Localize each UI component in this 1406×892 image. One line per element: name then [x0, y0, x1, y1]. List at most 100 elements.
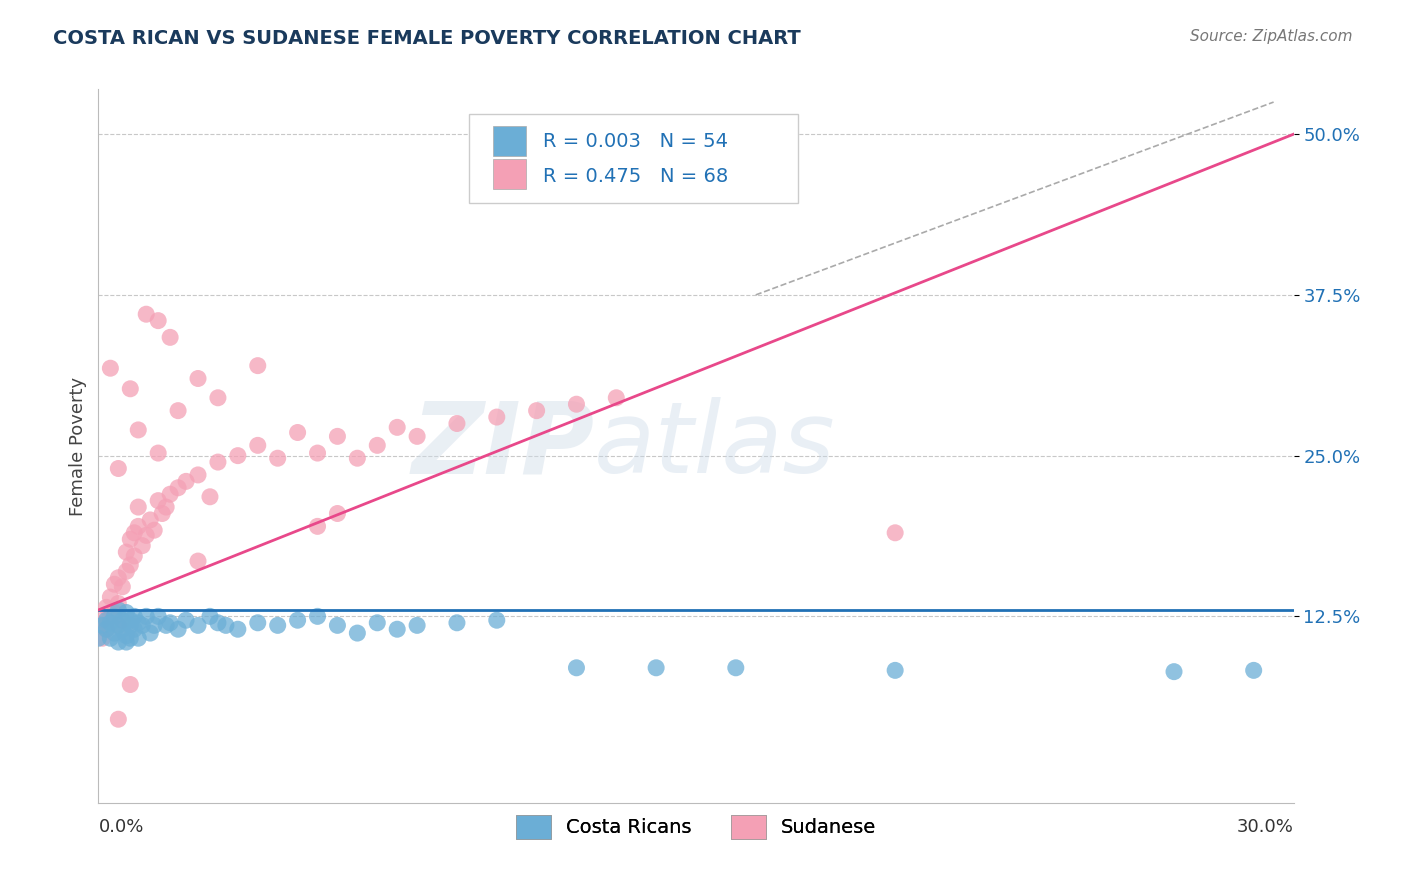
Point — [159, 330, 181, 344]
Point — [884, 525, 907, 540]
Point — [139, 626, 162, 640]
Point — [187, 371, 209, 385]
Point — [366, 438, 388, 452]
Point — [148, 446, 170, 460]
Point — [198, 490, 221, 504]
Point — [98, 361, 122, 376]
Point — [174, 475, 197, 489]
Point — [167, 403, 190, 417]
Point — [246, 438, 269, 452]
Point — [120, 677, 142, 691]
Point — [111, 613, 134, 627]
FancyBboxPatch shape — [494, 126, 526, 155]
Point — [605, 391, 627, 405]
FancyBboxPatch shape — [470, 114, 797, 203]
Point — [120, 533, 142, 547]
Point — [91, 631, 114, 645]
Point — [207, 455, 229, 469]
Point — [155, 618, 177, 632]
Point — [107, 618, 129, 632]
Point — [246, 615, 269, 630]
Point — [215, 618, 238, 632]
Point — [98, 615, 122, 630]
Point — [127, 631, 149, 645]
Point — [131, 539, 153, 553]
Point — [135, 609, 157, 624]
Point — [139, 513, 162, 527]
Point — [155, 500, 177, 514]
Y-axis label: Female Poverty: Female Poverty — [69, 376, 87, 516]
Point — [135, 307, 157, 321]
Point — [124, 525, 146, 540]
Point — [326, 507, 349, 521]
Point — [103, 577, 125, 591]
Point — [307, 519, 329, 533]
Point — [107, 597, 129, 611]
Point — [115, 545, 138, 559]
Point — [127, 519, 149, 533]
Point — [98, 609, 122, 624]
Point — [107, 712, 129, 726]
Point — [127, 500, 149, 514]
Point — [103, 609, 125, 624]
Point — [91, 618, 114, 632]
Point — [167, 622, 190, 636]
Point — [446, 417, 468, 431]
Point — [124, 549, 146, 563]
Point — [226, 449, 249, 463]
Point — [91, 613, 114, 627]
Point — [120, 618, 142, 632]
Legend: Costa Ricans, Sudanese: Costa Ricans, Sudanese — [508, 807, 884, 847]
Point — [446, 615, 468, 630]
Point — [120, 631, 142, 645]
Point — [107, 618, 129, 632]
Point — [366, 615, 388, 630]
Point — [346, 451, 368, 466]
Point — [148, 313, 170, 327]
Point — [167, 481, 190, 495]
Point — [406, 429, 429, 443]
Point — [267, 451, 290, 466]
Point — [326, 618, 349, 632]
Point — [207, 391, 229, 405]
Point — [159, 615, 181, 630]
Point — [111, 622, 134, 636]
Text: ZIP: ZIP — [412, 398, 595, 494]
Point — [198, 609, 221, 624]
Point — [103, 626, 125, 640]
Point — [127, 615, 149, 630]
Point — [107, 461, 129, 475]
Point — [485, 410, 508, 425]
Point — [565, 397, 588, 411]
Point — [174, 613, 197, 627]
Point — [124, 622, 146, 636]
Point — [246, 359, 269, 373]
Text: R = 0.475   N = 68: R = 0.475 N = 68 — [543, 167, 728, 186]
Point — [526, 403, 548, 417]
Point — [287, 425, 309, 440]
Point — [207, 615, 229, 630]
Point — [346, 626, 368, 640]
Point — [406, 618, 429, 632]
Point — [98, 590, 122, 604]
Text: R = 0.003   N = 54: R = 0.003 N = 54 — [543, 132, 728, 151]
Point — [287, 613, 309, 627]
Point — [127, 423, 149, 437]
Point — [120, 382, 142, 396]
Point — [307, 446, 329, 460]
Point — [96, 622, 118, 636]
Text: Source: ZipAtlas.com: Source: ZipAtlas.com — [1189, 29, 1353, 44]
Point — [150, 507, 173, 521]
Point — [120, 613, 142, 627]
Point — [565, 661, 588, 675]
Point — [115, 635, 138, 649]
Point — [124, 609, 146, 624]
Point — [307, 609, 329, 624]
Point — [87, 631, 110, 645]
Point — [724, 661, 747, 675]
Point — [111, 613, 134, 627]
Point — [115, 606, 138, 620]
Point — [96, 613, 118, 627]
Point — [96, 622, 118, 636]
Point — [107, 603, 129, 617]
